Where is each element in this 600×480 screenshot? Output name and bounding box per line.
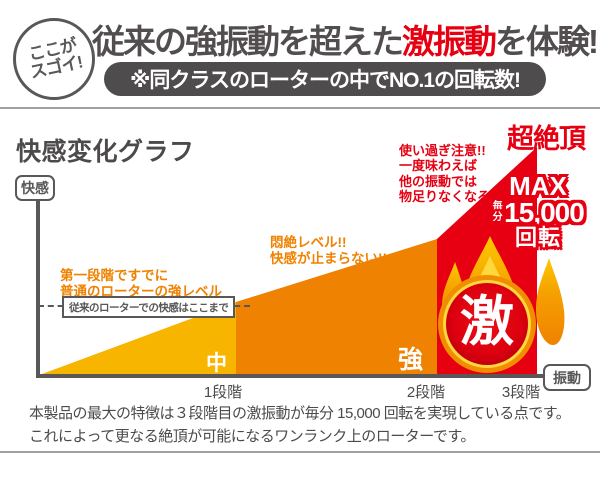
highlight-badge: ここが スゴイ!	[13, 18, 95, 100]
conventional-limit-label: 従来のローターでの快感はここまで	[62, 296, 236, 318]
annotation-warning-line4: 物足りなくなる!?	[399, 188, 503, 204]
footer-divider	[0, 451, 600, 453]
rpm-unit: 回転	[514, 225, 561, 251]
rpm-value: 15,000	[504, 196, 585, 228]
tick-stage2: 2段階	[406, 384, 446, 401]
heading-suffix: を体験!!	[495, 23, 600, 60]
heading-prefix: 従来の強振動を超えた	[92, 23, 404, 60]
annotation-warning: 使い過ぎ注意!! 一度味わえば 他の振動では 物足りなくなる!?	[399, 143, 502, 204]
heading-highlight: 激振動	[402, 23, 497, 60]
subtitle-text: ※同クラスのローターの中でNO.1の回転数!	[129, 69, 521, 92]
tick-stage3: 3段階	[501, 384, 541, 401]
annotation-stage2: 悶絶レベル!! 快感が止まらない!!	[270, 235, 387, 267]
annotation-stage1-line2: 普通のローターの強レベル	[60, 284, 222, 300]
annotation-warning-line1: 使い過ぎ注意!!	[399, 143, 486, 158]
peak-label: 超絶頂	[507, 124, 586, 154]
x-axis-line	[36, 374, 544, 378]
per-minute-label: 毎分	[492, 201, 503, 223]
highlight-badge-text: ここが スゴイ!	[25, 36, 84, 83]
geki-medal	[438, 275, 536, 373]
level-label-mid: 中	[206, 352, 227, 375]
level-label-extreme: 激	[460, 292, 514, 352]
max-rpm-block: MAX 毎分 15,000 回転	[482, 171, 594, 251]
annotation-warning-line2: 一度味わえば	[399, 158, 478, 174]
annotation-stage1: 第一段階ですでに 普通のローターの強レベル	[60, 268, 222, 300]
footer-description: 本製品の最大の特徴は３段階目の激振動が毎分 15,000 回転を実現している点で…	[29, 402, 589, 449]
annotation-stage2-line2: 快感が止まらない!!	[270, 251, 387, 267]
chart-segment-stage1	[42, 302, 236, 374]
subtitle-bar: ※同クラスのローターの中でNO.1の回転数!	[104, 62, 546, 96]
footer-line2: これによって更なる絶頂が可能になるワンランク上のローターです。	[29, 428, 475, 446]
y-axis-label: 快感	[15, 175, 55, 201]
max-label: MAX	[509, 171, 567, 201]
header-divider	[0, 107, 600, 109]
y-axis-line	[36, 197, 40, 376]
annotation-warning-line3: 他の振動では	[399, 173, 478, 189]
tick-stage1: 1段階	[203, 384, 243, 401]
chart-segment-stage2	[236, 239, 437, 374]
graph-title: 快感変化グラフ	[16, 138, 195, 166]
annotation-stage1-line1: 第一段階ですでに	[60, 268, 169, 283]
x-axis-label: 振動	[543, 364, 591, 391]
main-heading: 従来の強振動を超えた 激振動 を体験!!	[92, 16, 600, 62]
footer-line1: 本製品の最大の特徴は３段階目の激振動が毎分 15,000 回転を実現している点で…	[29, 405, 571, 422]
level-label-strong: 強	[398, 346, 424, 374]
annotation-stage2-line1: 悶絶レベル!!	[270, 235, 347, 250]
